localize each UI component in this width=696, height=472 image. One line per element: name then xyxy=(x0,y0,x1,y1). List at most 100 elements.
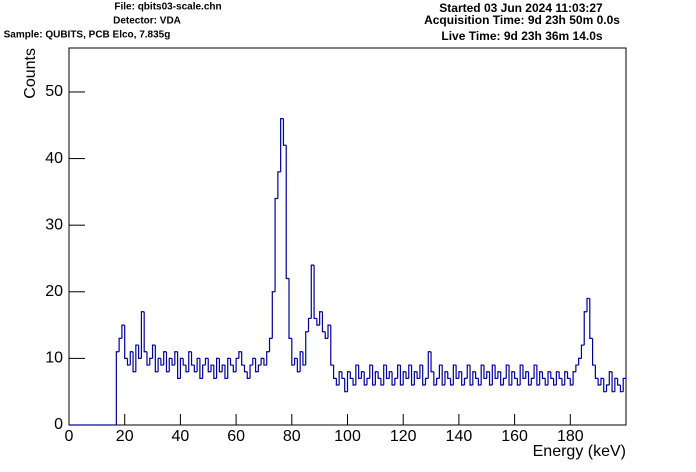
histogram-bin xyxy=(174,351,178,366)
histogram-bin xyxy=(502,377,507,386)
histogram-bin xyxy=(586,297,590,312)
histogram-bin xyxy=(146,351,150,366)
histogram-bin xyxy=(330,325,334,366)
histogram-bin xyxy=(608,371,613,386)
histogram-bin xyxy=(466,364,471,379)
histogram-bin xyxy=(332,365,337,379)
x-tick-label: 80 xyxy=(283,428,301,445)
histogram-bin xyxy=(160,358,164,366)
histogram-bin xyxy=(394,377,398,386)
histogram-bin xyxy=(143,311,147,353)
histogram-bin xyxy=(188,351,192,372)
histogram-bin xyxy=(310,264,315,319)
x-tick-label: 0 xyxy=(65,428,74,445)
histogram-bin xyxy=(213,365,217,379)
x-tick-label: 20 xyxy=(116,428,134,445)
histogram-bin xyxy=(221,364,225,372)
histogram-bin xyxy=(461,371,465,386)
histogram-bin xyxy=(397,364,401,379)
x-tick-label: 120 xyxy=(390,428,417,445)
histogram-bin xyxy=(277,171,281,199)
histogram-bin xyxy=(196,357,200,372)
histogram-bin xyxy=(371,365,376,386)
histogram-bin xyxy=(449,378,454,386)
x-tick-label: 60 xyxy=(227,428,245,445)
histogram-bin xyxy=(182,358,186,366)
histogram-bin xyxy=(291,338,295,366)
histogram-bin xyxy=(207,358,212,373)
histogram-bin xyxy=(619,385,624,393)
histogram-bin xyxy=(218,358,223,373)
histogram-bin xyxy=(204,357,209,366)
histogram-bin xyxy=(452,364,457,386)
histogram-bin xyxy=(566,371,571,379)
x-tick-label: 160 xyxy=(501,428,528,445)
histogram-bin xyxy=(266,351,270,366)
header-acquisition: Acquisition Time: 9d 23h 50m 0.0s xyxy=(424,13,620,27)
histogram-bin xyxy=(335,378,340,386)
header-detector: Detector: VDA xyxy=(113,16,181,27)
histogram-bin xyxy=(154,345,159,373)
x-axis-title: Energy (keV) xyxy=(533,443,626,460)
histogram-bin xyxy=(561,378,565,386)
histogram-bin xyxy=(344,378,348,393)
histogram-bin xyxy=(352,378,356,386)
histogram-bin xyxy=(305,331,309,366)
histogram-bin xyxy=(438,364,443,379)
histogram-bin xyxy=(271,291,276,339)
histogram-bin xyxy=(115,351,120,425)
histogram-bin xyxy=(391,371,395,386)
histogram-bin xyxy=(241,351,245,366)
histogram-bin xyxy=(252,357,256,366)
x-tick-label: 140 xyxy=(446,428,473,445)
histogram-bin xyxy=(260,357,264,366)
histogram-bin xyxy=(249,364,253,379)
histogram-bin xyxy=(124,325,128,359)
y-tick-label: 0 xyxy=(54,416,63,433)
histogram-bin xyxy=(622,377,626,392)
histogram-bin xyxy=(617,378,621,386)
histogram-bin xyxy=(494,365,498,379)
histogram-bin xyxy=(135,344,139,372)
histogram-bin xyxy=(491,364,496,386)
histogram-bin xyxy=(360,371,365,379)
histogram-bin xyxy=(539,371,543,386)
histogram-bin xyxy=(477,378,482,386)
histogram-bin xyxy=(380,378,384,386)
histogram-bin xyxy=(408,364,412,379)
histogram-bin xyxy=(190,351,195,366)
histogram-bin xyxy=(280,118,284,172)
histogram-bin xyxy=(472,371,476,386)
histogram-bin xyxy=(433,371,437,386)
histogram-bin xyxy=(216,357,220,379)
histogram-bin xyxy=(338,371,342,386)
histogram-bin xyxy=(257,364,262,372)
histogram-bin xyxy=(413,371,418,386)
histogram-bin xyxy=(302,351,306,366)
histogram-bin xyxy=(455,365,459,379)
histogram-bin xyxy=(463,377,468,386)
histogram-bin xyxy=(202,364,206,379)
y-tick-label: 40 xyxy=(45,150,63,167)
histogram-bin xyxy=(447,371,451,379)
histogram-bin xyxy=(369,364,373,379)
histogram-bin xyxy=(374,371,379,386)
histogram-bin xyxy=(224,365,228,379)
histogram-bin xyxy=(285,145,290,280)
histogram-bin xyxy=(419,364,423,379)
histogram-bin xyxy=(138,345,142,359)
histogram-bin xyxy=(427,351,432,379)
histogram-bin xyxy=(500,371,504,386)
histogram-bin xyxy=(313,265,317,320)
histogram-bin xyxy=(410,365,415,386)
histogram-bin xyxy=(536,365,540,386)
header-file: File: qbits03-scale.chn xyxy=(114,2,221,13)
histogram-bin xyxy=(575,364,579,372)
x-tick-label: 180 xyxy=(557,428,584,445)
histogram-bin xyxy=(444,371,448,386)
header-sample: Sample: QUBITS, PCB Elco, 7.835g xyxy=(4,30,171,41)
histogram-bin xyxy=(511,371,515,386)
histogram-bin xyxy=(552,378,557,386)
header-started: Started 03 Jun 2024 11:03:27 xyxy=(439,1,603,15)
histogram-bin xyxy=(519,364,523,386)
